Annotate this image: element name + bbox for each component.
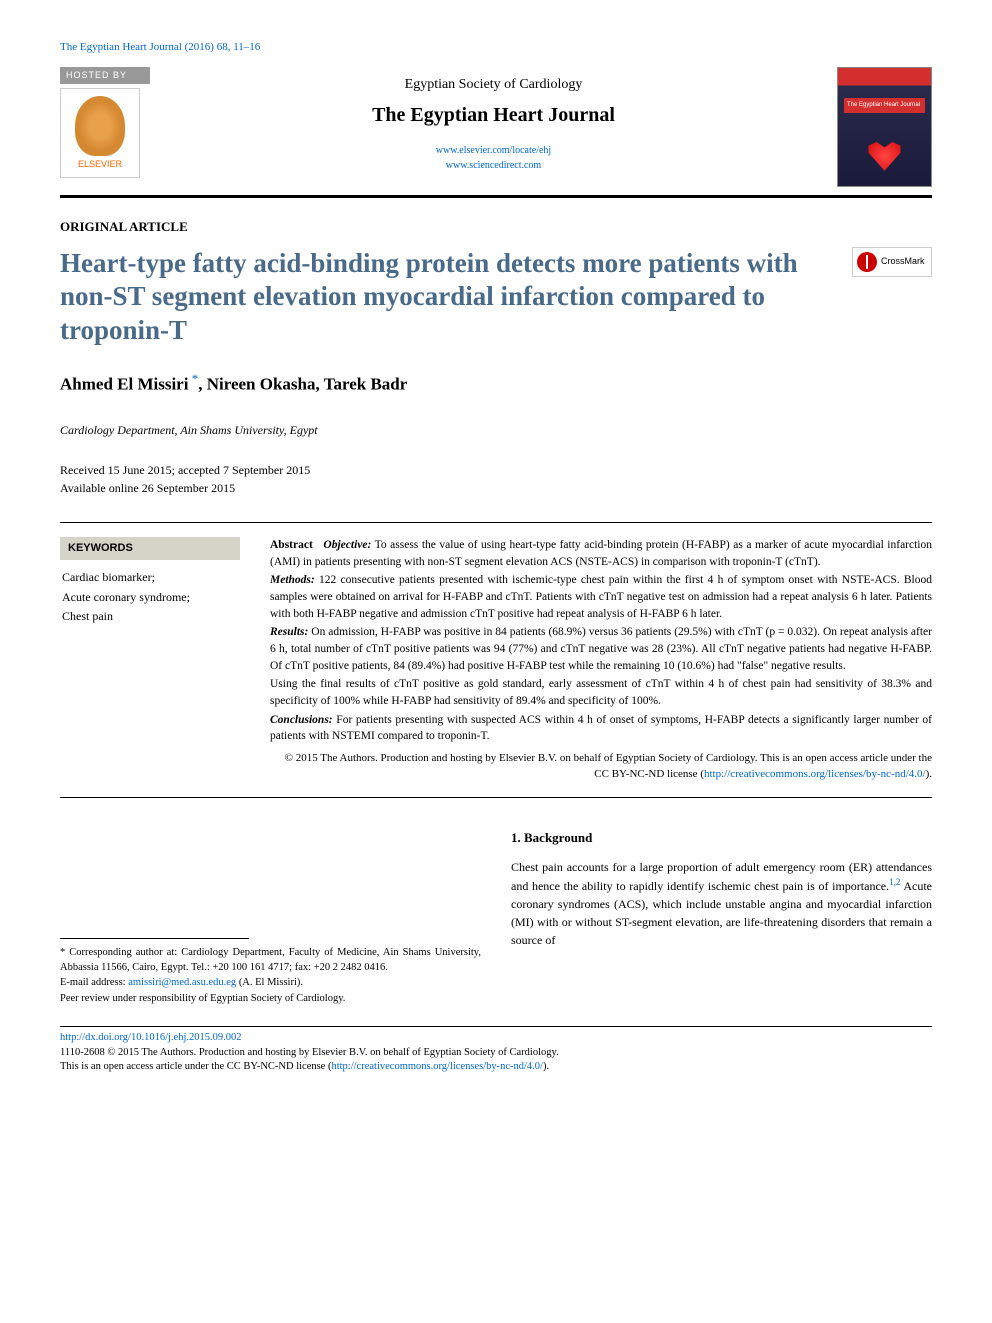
keywords-list: Cardiac biomarker; Acute coronary syndro…	[60, 568, 240, 626]
methods-label: Methods:	[270, 574, 315, 586]
header-rule	[60, 195, 932, 198]
title-row: Heart-type fatty acid-binding protein de…	[60, 247, 932, 348]
results-label: Results:	[270, 626, 308, 638]
citation-refs[interactable]: 1,2	[889, 877, 900, 887]
journal-title-block: Egyptian Society of Cardiology The Egypt…	[170, 67, 817, 173]
hosted-by-label: HOSTED BY	[60, 67, 150, 84]
journal-header: HOSTED BY ELSEVIER Egyptian Society of C…	[60, 67, 932, 187]
cover-title: The Egyptian Heart Journal	[844, 98, 925, 112]
author-2: Nireen Okasha	[207, 374, 316, 393]
keyword-2: Acute coronary syndrome;	[62, 588, 240, 607]
results-text-1: On admission, H-FABP was positive in 84 …	[270, 626, 932, 671]
keywords-column: KEYWORDS Cardiac biomarker; Acute corona…	[60, 537, 240, 783]
doi-link[interactable]: http://dx.doi.org/10.1016/j.ehj.2015.09.…	[60, 1031, 932, 1046]
elsevier-tree-icon	[75, 96, 125, 156]
conclusions-text: For patients presenting with suspected A…	[270, 714, 932, 743]
society-name: Egyptian Society of Cardiology	[170, 75, 817, 95]
journal-links: www.elsevier.com/locate/ehj www.scienced…	[170, 143, 817, 173]
peer-review-note: Peer review under responsibility of Egyp…	[60, 991, 481, 1006]
page-footer: http://dx.doi.org/10.1016/j.ehj.2015.09.…	[60, 1026, 932, 1075]
footer-oa-text: This is an open access article under the…	[60, 1061, 331, 1072]
received-accepted-date: Received 15 June 2015; accepted 7 Septem…	[60, 461, 932, 479]
methods-text: 122 consecutive patients presented with …	[270, 574, 932, 619]
footer-oa-close: ).	[543, 1061, 549, 1072]
journal-name: The Egyptian Heart Journal	[170, 101, 817, 129]
body-columns: * Corresponding author at: Cardiology De…	[60, 828, 932, 1006]
results-text-2: Using the final results of cTnT positive…	[270, 676, 932, 709]
abstract-block: KEYWORDS Cardiac biomarker; Acute corona…	[60, 522, 932, 798]
background-text-1: Chest pain accounts for a large proporti…	[511, 860, 932, 893]
background-paragraph: Chest pain accounts for a large proporti…	[511, 858, 932, 949]
cc-license-link[interactable]: http://creativecommons.org/licenses/by-n…	[704, 768, 926, 780]
affiliation: Cardiology Department, Ain Shams Univers…	[60, 422, 932, 439]
corresponding-asterisk: *	[188, 371, 198, 386]
abstract-column: Abstract Objective: To assess the value …	[270, 537, 932, 783]
footer-copyright: 1110-2608 © 2015 The Authors. Production…	[60, 1046, 932, 1061]
authors: Ahmed El Missiri *, Nireen Okasha, Tarek…	[60, 370, 932, 396]
left-column: * Corresponding author at: Cardiology De…	[60, 828, 481, 1006]
article-type: ORIGINAL ARTICLE	[60, 218, 932, 236]
right-column: 1. Background Chest pain accounts for a …	[511, 828, 932, 1006]
journal-link-sciencedirect[interactable]: www.sciencedirect.com	[446, 160, 541, 171]
cover-heart-icon	[865, 138, 905, 174]
keywords-header: KEYWORDS	[60, 537, 240, 560]
crossmark-label: CrossMark	[881, 255, 925, 268]
keyword-1: Cardiac biomarker;	[62, 568, 240, 587]
footnote-rule	[60, 938, 249, 939]
corresponding-author-note: * Corresponding author at: Cardiology De…	[60, 945, 481, 975]
author-email-link[interactable]: amissiri@med.asu.edu.eg	[128, 977, 236, 988]
keyword-3: Chest pain	[62, 607, 240, 626]
background-heading: 1. Background	[511, 828, 932, 848]
author-3: Tarek Badr	[324, 374, 408, 393]
elsevier-logo: ELSEVIER	[60, 88, 140, 178]
article-title: Heart-type fatty acid-binding protein de…	[60, 247, 840, 348]
copyright-close: ).	[926, 768, 932, 780]
conclusions-label: Conclusions:	[270, 714, 333, 726]
abstract-copyright: © 2015 The Authors. Production and hosti…	[270, 751, 932, 783]
abstract-label: Abstract	[270, 539, 313, 551]
footer-cc-link[interactable]: http://creativecommons.org/licenses/by-n…	[331, 1061, 543, 1072]
author-1: Ahmed El Missiri	[60, 374, 188, 393]
footnotes: * Corresponding author at: Cardiology De…	[60, 945, 481, 1006]
email-label: E-mail address:	[60, 977, 128, 988]
article-dates: Received 15 June 2015; accepted 7 Septem…	[60, 461, 932, 497]
objective-label: Objective:	[323, 539, 371, 551]
journal-reference: The Egyptian Heart Journal (2016) 68, 11…	[60, 40, 932, 55]
publisher-block: HOSTED BY ELSEVIER	[60, 67, 150, 178]
journal-cover-thumbnail: The Egyptian Heart Journal	[837, 67, 932, 187]
email-author: (A. El Missiri).	[236, 977, 303, 988]
crossmark-badge[interactable]: CrossMark	[852, 247, 932, 277]
online-date: Available online 26 September 2015	[60, 479, 932, 497]
journal-link-elsevier[interactable]: www.elsevier.com/locate/ehj	[436, 145, 551, 156]
crossmark-icon	[857, 252, 877, 272]
elsevier-text: ELSEVIER	[78, 158, 122, 171]
